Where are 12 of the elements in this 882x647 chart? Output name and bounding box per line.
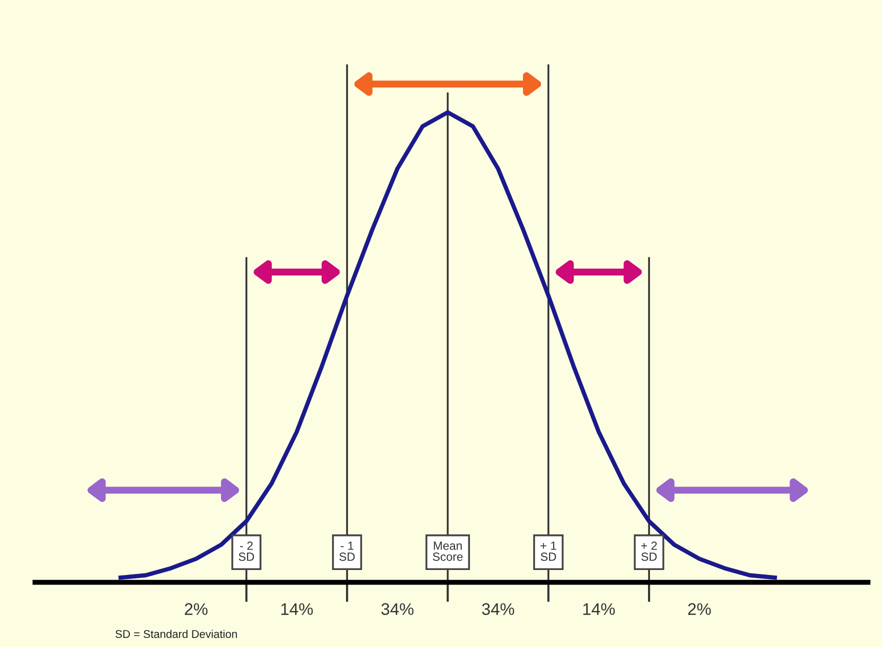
x-tick-label: + 2 SD [641, 542, 657, 561]
x-tick-label: + 1 SD [540, 542, 556, 561]
text: 34% [482, 603, 514, 615]
x-tick-label: Mean Score [432, 542, 463, 561]
text: 2% [184, 603, 208, 615]
text: 14% [583, 603, 615, 615]
text: 34% [381, 603, 414, 615]
text: 14% [281, 603, 313, 615]
x-tick-label: - 2 SD [238, 542, 254, 561]
x-tick-label: - 1 SD [339, 542, 355, 561]
text: SD = Standard Deviation [116, 630, 237, 638]
text: 2% [688, 603, 711, 615]
